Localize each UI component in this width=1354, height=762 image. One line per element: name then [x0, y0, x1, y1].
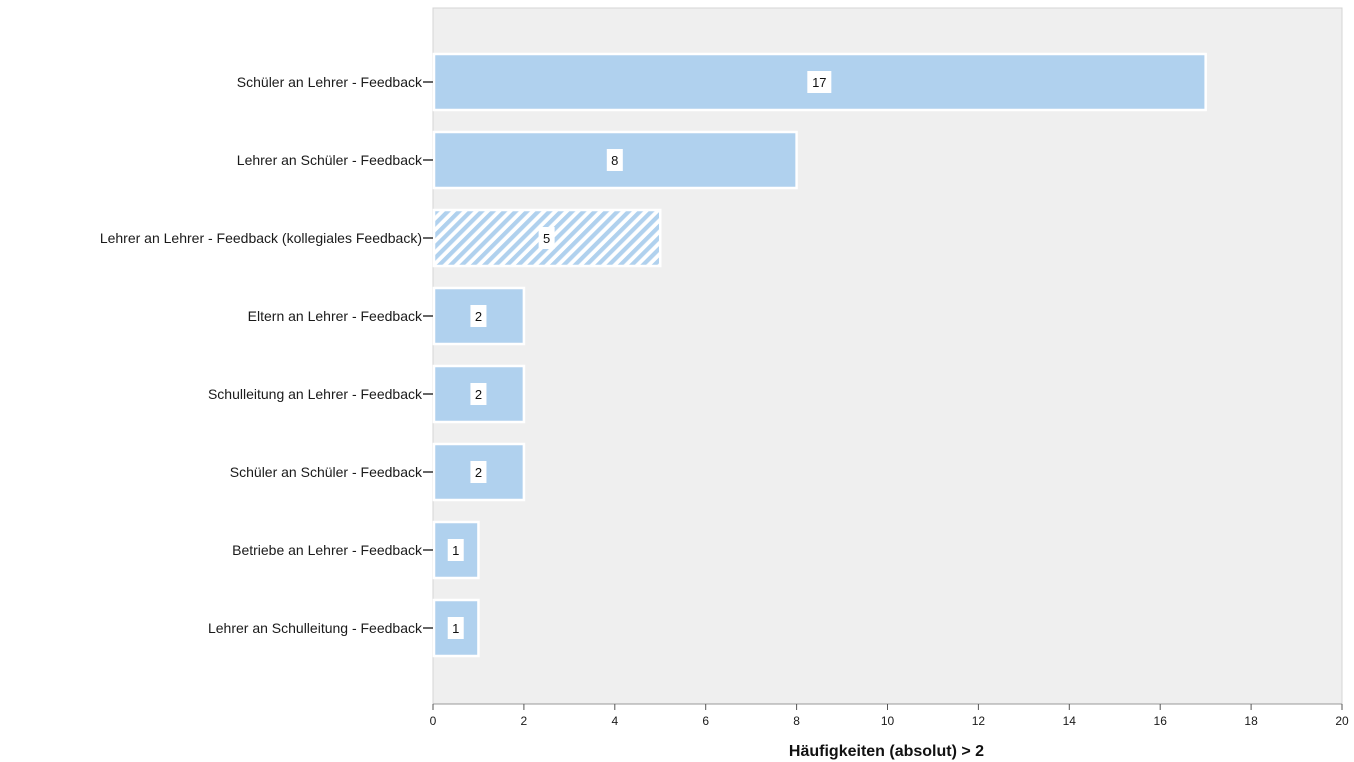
category-label-2: Lehrer an Lehrer - Feedback (kollegiales…	[100, 230, 422, 246]
x-tick-label-8: 16	[1154, 714, 1168, 728]
value-label-0: 17	[812, 75, 826, 90]
category-label-7: Lehrer an Schulleitung - Feedback	[208, 620, 423, 636]
category-label-6: Betriebe an Lehrer - Feedback	[232, 542, 423, 558]
value-label-box-7	[447, 617, 464, 639]
value-label-1: 8	[611, 153, 618, 168]
category-label-4: Schulleitung an Lehrer - Feedback	[208, 386, 423, 402]
x-tick-label-10: 20	[1335, 714, 1349, 728]
x-axis-title: Häufigkeiten (absolut) > 2	[789, 743, 984, 760]
value-label-3: 2	[475, 309, 482, 324]
value-label-6: 1	[452, 543, 459, 558]
category-label-3: Eltern an Lehrer - Feedback	[248, 308, 423, 324]
value-label-box-5	[470, 461, 487, 483]
value-label-2: 5	[543, 231, 550, 246]
x-tick-label-7: 14	[1063, 714, 1077, 728]
x-tick-label-4: 8	[793, 714, 800, 728]
bars-group: 17 8 5 2 2 2 1 1	[432, 52, 1207, 658]
x-tick-label-5: 10	[881, 714, 895, 728]
value-label-box-2	[538, 227, 555, 249]
x-tick-label-2: 4	[611, 714, 618, 728]
category-label-0: Schüler an Lehrer - Feedback	[237, 74, 423, 90]
x-tick-label-1: 2	[521, 714, 528, 728]
value-label-7: 1	[452, 621, 459, 636]
value-label-5: 2	[475, 465, 482, 480]
x-axis: 0 2 4 6 8 10 12 14 16 18 20	[430, 703, 1349, 728]
x-tick-label-6: 12	[972, 714, 986, 728]
value-label-box-6	[447, 539, 464, 561]
plot-area	[432, 7, 1343, 705]
value-label-box-1	[606, 149, 623, 171]
category-labels: Schüler an Lehrer - Feedback Lehrer an Sc…	[100, 74, 433, 636]
x-tick-label-3: 6	[702, 714, 709, 728]
value-label-box-4	[470, 383, 487, 405]
x-tick-label-0: 0	[430, 714, 437, 728]
category-label-5: Schüler an Schüler - Feedback	[230, 464, 423, 480]
value-label-box-0	[807, 71, 832, 93]
category-label-1: Lehrer an Schüler - Feedback	[237, 152, 423, 168]
value-label-4: 2	[475, 387, 482, 402]
value-label-box-3	[470, 305, 487, 327]
x-tick-label-9: 18	[1244, 714, 1258, 728]
